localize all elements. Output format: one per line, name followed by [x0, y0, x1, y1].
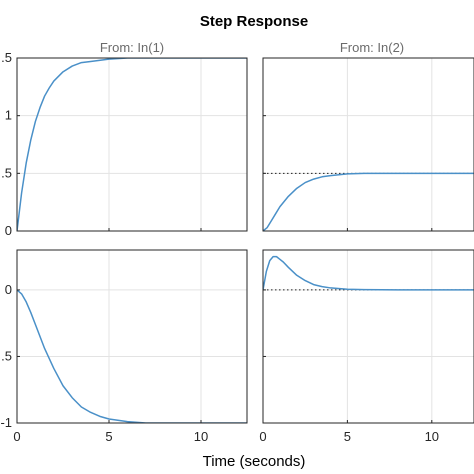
y-tick-label: 0	[5, 223, 12, 238]
chart-title: Step Response	[200, 13, 308, 30]
y-tick-label: 0	[5, 282, 12, 297]
panel-r2c1: -1 .5 0 0 5 10	[0, 249, 248, 444]
y-tick-label: 1	[5, 108, 12, 123]
column-title-input-2: From: In(2)	[340, 40, 404, 55]
x-tick-label: 10	[194, 429, 208, 444]
step-response-line	[263, 255, 474, 291]
axes-frame	[16, 57, 248, 232]
subplot-grid: 0 .5 1 .5 -1 .5 0 0 5 10 0 5 10	[0, 50, 474, 444]
column-title-input-1: From: In(1)	[100, 40, 164, 55]
x-tick-label: 5	[344, 429, 351, 444]
step-response-line	[17, 58, 247, 231]
y-tick-label: .5	[1, 50, 12, 65]
y-tick-label: .5	[1, 348, 12, 363]
panel-r1c1: 0 .5 1 .5	[1, 50, 248, 238]
x-tick-label: 5	[105, 429, 112, 444]
step-response-line	[17, 289, 247, 423]
y-tick-label: .5	[1, 165, 12, 180]
axes-frame	[16, 249, 248, 424]
panel-r2c2: 0 5 10	[259, 249, 474, 444]
axes-frame	[262, 57, 474, 232]
x-axis-label: Time (seconds)	[203, 453, 306, 470]
x-tick-label: 10	[425, 429, 439, 444]
step-response-line	[263, 172, 474, 231]
x-tick-label: 0	[259, 429, 266, 444]
panel-r1c2	[262, 57, 474, 232]
y-tick-label: -1	[0, 415, 12, 430]
axes-frame	[262, 249, 474, 424]
x-tick-label: 0	[13, 429, 20, 444]
